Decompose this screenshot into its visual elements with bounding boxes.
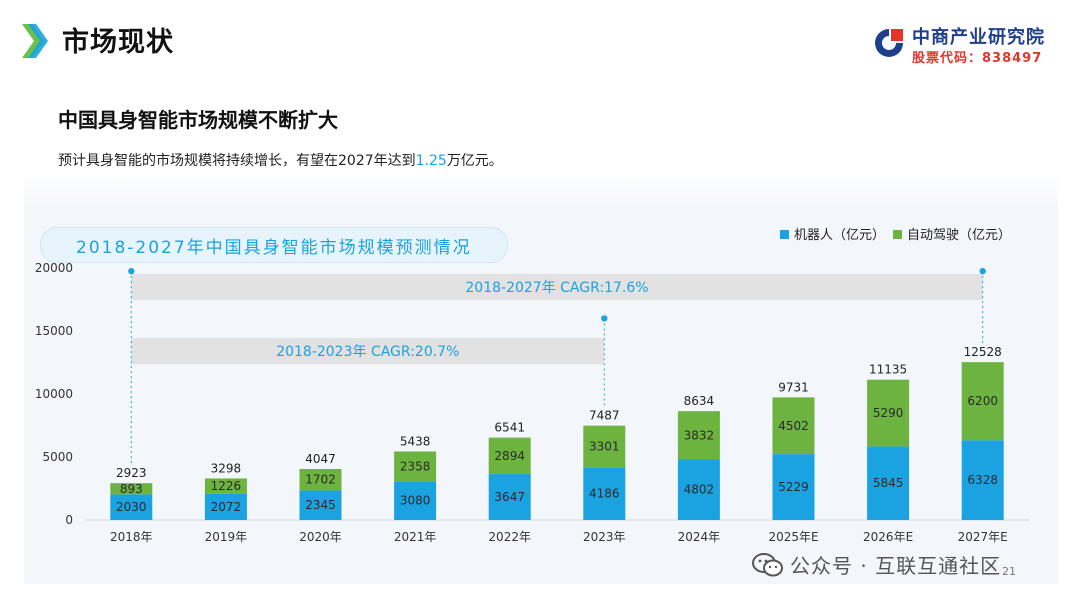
cagr-marker-dot bbox=[979, 267, 986, 275]
bar-total-value: 4047 bbox=[305, 452, 336, 466]
bar-total-value: 12528 bbox=[964, 345, 1002, 359]
bar-robot-value: 2345 bbox=[305, 498, 336, 512]
x-category-label: 2026年E bbox=[863, 530, 913, 544]
x-category-label: 2021年 bbox=[394, 530, 437, 544]
cagr-marker-dot bbox=[601, 315, 608, 322]
bar-robot bbox=[961, 440, 1004, 520]
brand-name: 中商产业研究院 bbox=[912, 27, 1045, 48]
bar-robot bbox=[299, 490, 342, 520]
content-panel-top bbox=[24, 80, 1058, 212]
bar-driving bbox=[204, 478, 247, 494]
bar-driving-value: 2894 bbox=[494, 449, 525, 463]
y-tick-label: 5000 bbox=[42, 450, 73, 464]
legend-item-driving: 自动驾驶（亿元） bbox=[893, 224, 1011, 243]
cagr-label: 2018-2027年 CAGR:17.6% bbox=[465, 280, 648, 296]
x-category-label: 2024年 bbox=[678, 530, 721, 544]
bar-driving-value: 1226 bbox=[211, 479, 242, 493]
y-tick-label: 15000 bbox=[35, 324, 73, 338]
brand-icon bbox=[875, 29, 903, 57]
desc-text-after: 万亿元。 bbox=[446, 153, 503, 169]
bar-driving-value: 893 bbox=[120, 482, 143, 496]
bar-driving bbox=[299, 469, 342, 491]
bar-robot-value: 3080 bbox=[400, 494, 431, 508]
desc-text-before: 预计具身智能的市场规模将持续增长，有望在2027年达到 bbox=[58, 153, 416, 169]
bar-driving-value: 1702 bbox=[305, 473, 336, 487]
bar-driving bbox=[961, 362, 1004, 441]
chart-title-pill bbox=[40, 227, 508, 263]
cagr-band bbox=[131, 273, 983, 300]
legend-swatch-driving bbox=[893, 230, 902, 239]
bar-driving-value: 6200 bbox=[967, 394, 998, 408]
bar-driving-value: 4502 bbox=[778, 419, 809, 433]
bar-total-value: 6541 bbox=[494, 421, 525, 435]
x-category-label: 2025年E bbox=[768, 530, 818, 544]
bar-total-value: 2923 bbox=[116, 466, 147, 480]
bar-robot-value: 6328 bbox=[967, 473, 998, 487]
bar-total-value: 9731 bbox=[778, 380, 809, 394]
x-category-label: 2023年 bbox=[583, 530, 626, 544]
bar-driving-value: 5290 bbox=[873, 406, 904, 420]
bar-total-value: 3298 bbox=[211, 461, 242, 475]
x-category-label: 2018年 bbox=[110, 530, 153, 544]
bar-robot bbox=[772, 454, 815, 520]
y-tick-label: 20000 bbox=[35, 261, 73, 275]
x-category-label: 2027年E bbox=[958, 530, 1008, 544]
x-category-label: 2022年 bbox=[488, 530, 531, 544]
cagr-start-dot bbox=[128, 267, 135, 275]
cagr-label: 2018-2023年 CAGR:20.7% bbox=[276, 344, 459, 360]
bar-robot-value: 5229 bbox=[778, 480, 809, 494]
legend-item-robot: 机器人（亿元） bbox=[780, 224, 885, 243]
legend-label-driving: 自动驾驶（亿元） bbox=[907, 228, 1012, 243]
bar-driving bbox=[772, 397, 815, 455]
content-heading: 中国具身智能市场规模不断扩大 bbox=[58, 108, 338, 132]
bar-robot bbox=[867, 446, 910, 520]
y-tick-label: 10000 bbox=[35, 387, 73, 401]
legend-swatch-robot bbox=[780, 230, 789, 239]
bar-robot-value: 2072 bbox=[211, 500, 242, 514]
legend-label-robot: 机器人（亿元） bbox=[794, 228, 886, 243]
bar-robot-value: 3647 bbox=[494, 490, 525, 504]
bar-total-value: 7487 bbox=[589, 409, 620, 423]
y-tick-label: 0 bbox=[65, 513, 73, 527]
wechat-account-label: 公众号 · 互联互通社区 bbox=[790, 554, 1002, 578]
bar-robot bbox=[488, 474, 531, 520]
x-category-label: 2019年 bbox=[205, 530, 248, 544]
brand-stock-code: 股票代码：838497 bbox=[912, 51, 1043, 66]
chart-title: 2018-2027年中国具身智能市场规模预测情况 bbox=[76, 238, 472, 258]
bar-robot-value: 4186 bbox=[589, 487, 620, 501]
bar-driving-value: 2358 bbox=[400, 459, 431, 473]
bar-total-value: 11135 bbox=[869, 363, 907, 377]
cagr-band bbox=[131, 338, 605, 365]
bar-robot bbox=[394, 481, 437, 520]
bar-driving bbox=[867, 379, 910, 447]
bar-total-value: 8634 bbox=[684, 394, 715, 408]
slide-title: 市场现状 bbox=[62, 27, 174, 58]
bar-driving-value: 3301 bbox=[589, 439, 620, 453]
bar-total-value: 5438 bbox=[400, 434, 431, 448]
bar-robot-value: 5845 bbox=[873, 476, 904, 490]
x-category-label: 2020年 bbox=[299, 530, 342, 544]
desc-highlight-value: 1.25 bbox=[415, 153, 447, 169]
bar-robot bbox=[204, 493, 247, 520]
brand-logo: 中商产业研究院 股票代码：838497 bbox=[866, 20, 1058, 66]
wechat-icon bbox=[752, 553, 783, 577]
chevron-logo-icon bbox=[22, 24, 48, 58]
bar-driving bbox=[583, 425, 626, 468]
bar-driving-value: 3832 bbox=[684, 428, 715, 442]
page-number: 21 bbox=[1002, 565, 1016, 578]
bar-robot-value: 2030 bbox=[116, 500, 147, 514]
bar-robot bbox=[583, 467, 626, 520]
content-description: 预计具身智能的市场规模将持续增长，有望在2027年达到1.25万亿元。 bbox=[58, 150, 503, 170]
bar-robot bbox=[677, 459, 720, 520]
bar-driving bbox=[677, 411, 720, 460]
bar-driving bbox=[488, 437, 531, 475]
bar-robot bbox=[110, 494, 153, 520]
bar-driving bbox=[394, 451, 437, 482]
bar-driving bbox=[110, 483, 153, 495]
bar-robot-value: 4802 bbox=[684, 483, 715, 497]
